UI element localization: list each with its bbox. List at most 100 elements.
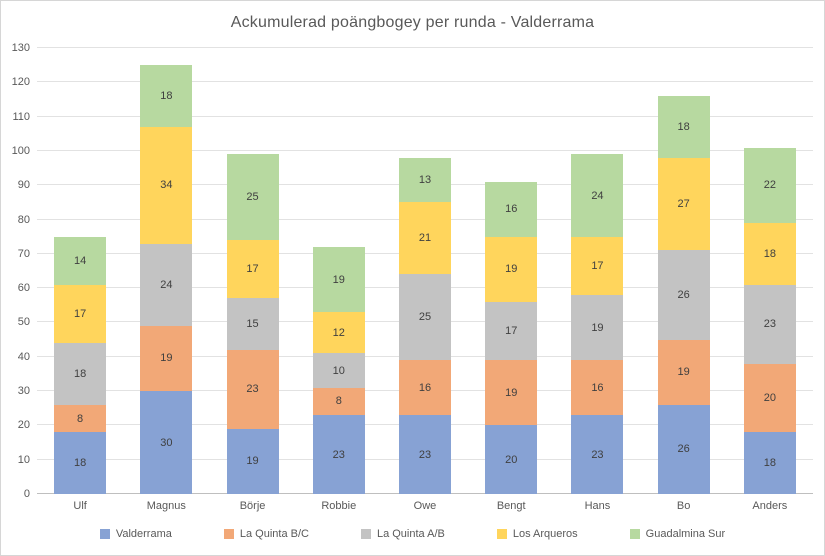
bar-segment-la-quinta-b-c-bengt[interactable]: 19 <box>485 360 538 426</box>
legend-item-la-quinta-b-c[interactable]: La Quinta B/C <box>223 528 309 540</box>
legend: Valderrama La Quinta B/C La Quinta A/B Los … <box>1 528 824 540</box>
bar-segment-la-quinta-a-b-owe[interactable]: 25 <box>399 274 451 361</box>
y-tick-label: 30 <box>17 385 30 398</box>
bar-segment-la-quinta-b-c-hans[interactable]: 16 <box>571 360 624 416</box>
bar-segment-guadalmina-sur-robbie[interactable]: 19 <box>312 247 365 313</box>
legend-item-guadalmina-sur[interactable]: Guadalmina Sur <box>629 528 725 540</box>
legend-label: Los Arqueros <box>512 528 578 540</box>
data-label: 13 <box>418 174 432 187</box>
gridline <box>37 47 813 48</box>
y-tick-label: 100 <box>11 144 30 157</box>
bar-segment-la-quinta-b-c-anders[interactable]: 20 <box>743 363 796 433</box>
data-label: 24 <box>591 189 604 202</box>
legend-label: La Quinta B/C <box>239 528 309 540</box>
data-label: 23 <box>246 383 259 396</box>
bar-segment-guadalmina-sur-bengt[interactable]: 16 <box>485 181 538 237</box>
bar-segment-guadalmina-sur-owe[interactable]: 13 <box>399 157 451 203</box>
bar-segment-valderrama-bo[interactable]: 26 <box>657 404 710 494</box>
bar-segment-la-quinta-a-b-bo[interactable]: 26 <box>657 250 710 340</box>
legend-swatch-la-quinta-b-c <box>223 529 234 539</box>
x-tick-label-b-rje: Börje <box>239 500 266 512</box>
bar-segment-la-quinta-b-c-ulf[interactable]: 8 <box>54 404 107 433</box>
bar-segment-los-arqueros-b-rje[interactable]: 17 <box>226 240 279 299</box>
bar-segment-valderrama-bengt[interactable]: 20 <box>485 425 538 494</box>
data-label: 23 <box>763 318 776 331</box>
x-tick-label-hans: Hans <box>584 500 611 512</box>
data-label: 23 <box>591 448 604 461</box>
bar-segment-guadalmina-sur-hans[interactable]: 24 <box>571 154 624 237</box>
legend-item-la-quinta-a-b[interactable]: La Quinta A/B <box>360 528 445 540</box>
y-tick-label: 40 <box>17 350 30 363</box>
data-label: 15 <box>246 318 259 331</box>
bar-segment-la-quinta-b-c-owe[interactable]: 16 <box>399 360 451 416</box>
x-tick-label-magnus: Magnus <box>146 500 186 512</box>
legend-label: Valderrama <box>115 528 172 540</box>
bar-segment-guadalmina-sur-anders[interactable]: 22 <box>743 147 796 223</box>
data-label: 14 <box>73 254 87 267</box>
gridline <box>37 115 813 117</box>
data-label: 21 <box>418 232 432 245</box>
bar-segment-la-quinta-a-b-ulf[interactable]: 18 <box>54 343 107 405</box>
legend-label: La Quinta A/B <box>376 528 445 540</box>
bar-segment-valderrama-ulf[interactable]: 18 <box>54 432 107 494</box>
x-tick-label-bengt: Bengt <box>496 500 526 512</box>
bar-segment-los-arqueros-bo[interactable]: 27 <box>657 157 710 251</box>
bar-segment-guadalmina-sur-magnus[interactable]: 18 <box>140 65 193 127</box>
data-label: 19 <box>246 455 259 468</box>
data-label: 18 <box>763 247 776 260</box>
bar-segment-la-quinta-a-b-bengt[interactable]: 17 <box>485 301 538 361</box>
data-label: 18 <box>677 120 690 133</box>
bar-segment-la-quinta-a-b-hans[interactable]: 19 <box>571 295 624 361</box>
legend-item-los-arqueros[interactable]: Los Arqueros <box>496 528 578 540</box>
y-tick-label: 130 <box>11 42 30 54</box>
legend-swatch-guadalmina-sur <box>629 529 640 539</box>
data-label: 19 <box>677 366 690 379</box>
data-label: 17 <box>246 263 259 276</box>
data-label: 17 <box>591 259 604 272</box>
bar-segment-los-arqueros-robbie[interactable]: 12 <box>312 312 365 354</box>
bar-segment-los-arqueros-anders[interactable]: 18 <box>743 222 796 285</box>
data-label: 8 <box>77 412 84 425</box>
bar-segment-valderrama-owe[interactable]: 23 <box>399 415 451 494</box>
data-label: 24 <box>160 278 173 291</box>
bar-segment-la-quinta-b-c-magnus[interactable]: 19 <box>140 325 193 392</box>
bar-segment-valderrama-b-rje[interactable]: 19 <box>226 428 279 494</box>
bar-segment-la-quinta-a-b-b-rje[interactable]: 15 <box>226 298 279 350</box>
x-tick-label-owe: Owe <box>413 500 437 512</box>
bar-segment-la-quinta-a-b-robbie[interactable]: 10 <box>312 353 365 388</box>
bar-segment-la-quinta-a-b-magnus[interactable]: 24 <box>140 243 193 326</box>
bar-segment-guadalmina-sur-ulf[interactable]: 14 <box>54 236 107 285</box>
bar-segment-valderrama-hans[interactable]: 23 <box>571 415 624 494</box>
bar-segment-valderrama-robbie[interactable]: 23 <box>312 415 365 494</box>
data-label: 25 <box>418 311 432 324</box>
bar-segment-los-arqueros-bengt[interactable]: 19 <box>485 236 538 302</box>
y-axis: 0 10 20 30 40 50 60 70 80 90 100 110 120 130 <box>1 42 35 500</box>
bar-segment-los-arqueros-ulf[interactable]: 17 <box>54 284 107 344</box>
data-label: 12 <box>332 326 345 339</box>
x-axis: Ulf Magnus Börje Robbie Owe Bengt Hans Bo Anders <box>37 500 813 512</box>
data-label: 18 <box>73 457 87 470</box>
bar-segment-guadalmina-sur-bo[interactable]: 18 <box>657 96 710 158</box>
bar-segment-la-quinta-b-c-bo[interactable]: 19 <box>657 339 710 405</box>
data-label: 16 <box>418 381 432 394</box>
bar-segment-la-quinta-b-c-b-rje[interactable]: 23 <box>226 349 279 429</box>
legend-swatch-valderrama <box>99 529 110 539</box>
data-label: 22 <box>763 179 776 192</box>
legend-item-valderrama[interactable]: Valderrama <box>99 528 172 540</box>
bar-segment-guadalmina-sur-b-rje[interactable]: 25 <box>226 154 279 241</box>
bar-segment-la-quinta-a-b-anders[interactable]: 23 <box>743 284 796 364</box>
bar-segment-los-arqueros-hans[interactable]: 17 <box>571 236 624 296</box>
data-label: 18 <box>73 367 87 380</box>
bar-segment-valderrama-magnus[interactable]: 30 <box>140 391 193 494</box>
chart-title: Ackumulerad poängbogey per runda - Valde… <box>230 14 595 31</box>
bar-segment-la-quinta-b-c-robbie[interactable]: 8 <box>312 387 365 416</box>
bar-segment-los-arqueros-owe[interactable]: 21 <box>399 202 451 275</box>
y-tick-label: 70 <box>17 247 30 260</box>
data-label: 16 <box>591 381 604 394</box>
bar-segment-valderrama-anders[interactable]: 18 <box>743 432 796 494</box>
y-tick-label: 120 <box>11 76 30 89</box>
y-tick-label: 110 <box>12 110 30 123</box>
data-label: 20 <box>505 453 518 466</box>
bar-segment-los-arqueros-magnus[interactable]: 34 <box>140 126 193 244</box>
